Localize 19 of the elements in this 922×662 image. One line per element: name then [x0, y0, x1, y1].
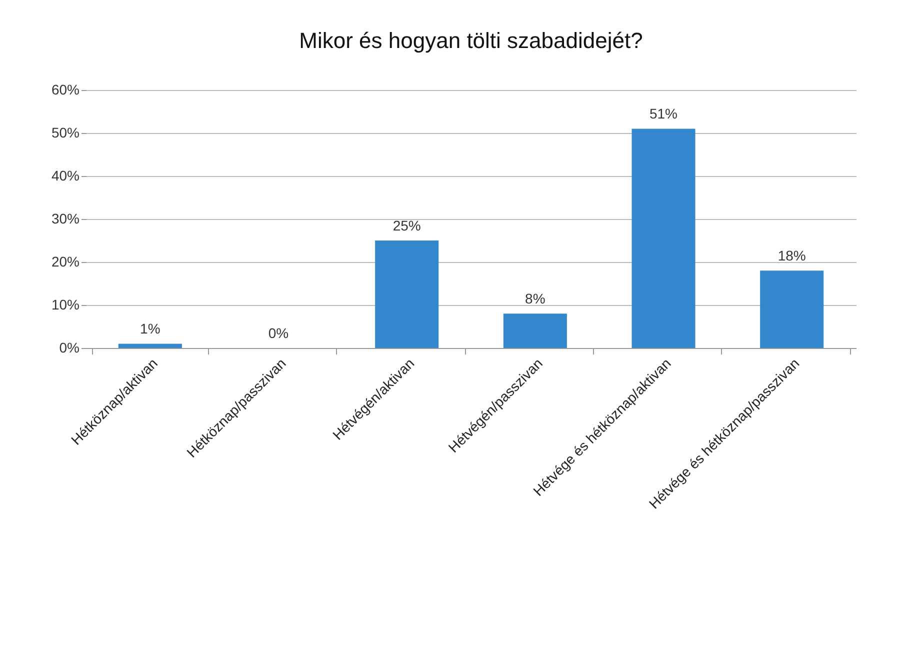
data-label: 51%: [649, 106, 678, 122]
data-label: 25%: [392, 218, 421, 234]
y-tick-label: 20%: [51, 254, 80, 270]
y-tick-label: 40%: [51, 168, 80, 184]
data-label: 0%: [268, 325, 289, 341]
bar: [632, 128, 696, 348]
y-tick-label: 30%: [51, 210, 80, 226]
y-tick-label: 60%: [51, 82, 80, 98]
bar: [118, 344, 182, 348]
data-label: 18%: [778, 248, 806, 264]
data-label: 8%: [525, 290, 546, 307]
data-label: 1%: [140, 320, 160, 337]
y-tick-label: 10%: [51, 296, 80, 312]
y-tick-label: 0%: [59, 340, 80, 356]
bar: [760, 270, 824, 348]
bar: [503, 314, 567, 348]
bar: [375, 240, 439, 348]
y-tick-label: 50%: [51, 124, 80, 140]
chart-title: Mikor és hogyan tölti szabadidejét?: [299, 28, 643, 53]
